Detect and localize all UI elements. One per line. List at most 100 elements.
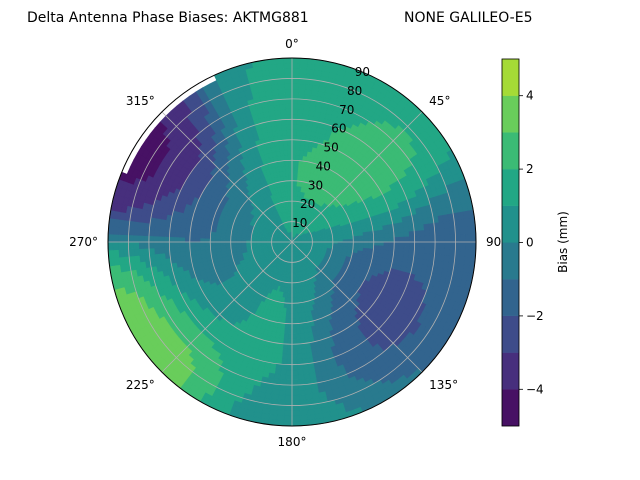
heatmap-cell: [418, 252, 425, 260]
heatmap-cell: [179, 241, 186, 248]
heatmap-cell: [291, 144, 297, 151]
heatmap-cell: [434, 228, 441, 237]
heatmap-cell: [403, 231, 410, 238]
heatmap-cell: [423, 253, 430, 261]
heatmap-cell: [298, 83, 307, 90]
heatmap-cell: [470, 241, 476, 251]
heatmap-cell: [295, 323, 300, 330]
heatmap-cell: [296, 124, 303, 131]
heatmap-cell: [209, 241, 216, 246]
heatmap-cell: [404, 236, 410, 243]
heatmap-cell: [291, 354, 298, 360]
heatmap-cell: [393, 227, 400, 234]
heatmap-cell: [282, 343, 288, 350]
heatmap-cell: [291, 323, 297, 330]
heatmap-cell: [455, 234, 461, 243]
heatmap-cell: [179, 246, 186, 253]
heatmap-cell: [303, 104, 311, 111]
heatmap-cell: [444, 234, 451, 243]
heatmap-cell: [296, 129, 303, 136]
heatmap-cell: [291, 103, 299, 110]
heatmap-cell: [383, 237, 390, 243]
heatmap-cell: [297, 93, 306, 100]
heatmap-cell: [449, 227, 456, 236]
heatmap-cell: [291, 124, 298, 130]
heatmap-cell: [128, 234, 135, 243]
heatmap-cell: [281, 348, 288, 355]
heatmap-cell: [297, 108, 304, 116]
heatmap-cell: [291, 364, 298, 371]
heatmap-cell: [368, 234, 375, 239]
heatmap-cell: [291, 374, 299, 381]
heatmap-cell: [153, 229, 160, 237]
heatmap-cell: [291, 165, 296, 171]
heatmap-cell: [291, 410, 300, 417]
heatmap-cell: [454, 248, 461, 258]
heatmap-cell: [449, 241, 456, 250]
heatmap-cell: [296, 358, 304, 365]
heatmap-cell: [286, 359, 293, 365]
heatmap-cell: [225, 241, 232, 246]
heatmap-cell: [378, 237, 385, 243]
heatmap-cell: [282, 338, 289, 345]
heatmap-cell: [158, 235, 165, 243]
heatmap-cell: [112, 249, 120, 258]
heatmap-cell: [460, 241, 467, 250]
heatmap-cell: [296, 348, 303, 355]
heatmap-cell: [291, 58, 301, 64]
heatmap-cell: [153, 241, 160, 249]
heatmap-cell: [184, 241, 191, 247]
heatmap-cell: [158, 241, 165, 249]
heatmap-cell: [439, 248, 446, 256]
heatmap-cell: [174, 246, 181, 253]
heatmap-cell: [449, 248, 456, 257]
heatmap-cell: [215, 238, 221, 243]
heatmap-cell: [378, 233, 385, 239]
heatmap-cell: [298, 394, 307, 401]
heatmap-cell: [112, 233, 119, 243]
heatmap-cell: [398, 231, 405, 238]
heatmap-cell: [291, 318, 296, 325]
heatmap-cell: [408, 246, 415, 254]
heatmap-cell: [297, 374, 305, 381]
heatmap-cell: [280, 368, 287, 376]
heatmap-cell: [278, 384, 287, 391]
heatmap-cell: [291, 62, 301, 69]
heatmap-cell: [358, 238, 364, 243]
heatmap-cell: [138, 241, 145, 250]
heatmap-cell: [174, 241, 180, 248]
heatmap-cell: [291, 333, 297, 340]
heatmap-cell: [133, 248, 140, 257]
heatmap-cell: [291, 389, 300, 396]
heatmap-cell: [287, 323, 293, 330]
heatmap-cell: [418, 247, 426, 254]
heatmap-cell: [148, 241, 155, 249]
heatmap-cell: [189, 237, 196, 243]
heatmap-cell: [112, 226, 120, 235]
heatmap-cell: [204, 237, 211, 243]
heatmap-cell: [284, 394, 293, 401]
heatmap-cell: [291, 113, 298, 120]
heatmap-cell: [296, 343, 302, 350]
heatmap-cell: [158, 247, 166, 254]
heatmap-cell: [299, 409, 308, 416]
heatmap-cell: [434, 235, 441, 243]
heatmap-cell: [286, 364, 293, 371]
heatmap-cell: [279, 374, 287, 381]
heatmap-cell: [169, 230, 176, 238]
heatmap-cell: [413, 230, 420, 237]
heatmap-cell: [398, 246, 405, 253]
heatmap-cell: [413, 247, 420, 254]
heatmap-cell: [123, 234, 129, 243]
heatmap-cell: [295, 318, 300, 325]
chart-title-left: Delta Antenna Phase Biases: AKTMG881: [27, 10, 309, 26]
heatmap-cell: [189, 241, 196, 247]
heatmap-cell: [419, 241, 426, 249]
heatmap-cell: [128, 241, 135, 250]
heatmap-cell: [159, 252, 166, 260]
heatmap-cell: [118, 249, 125, 258]
heatmap-cell: [294, 307, 299, 314]
heatmap-cell: [368, 238, 375, 243]
heatmap-cell: [298, 73, 308, 80]
heatmap-cell: [368, 241, 375, 246]
